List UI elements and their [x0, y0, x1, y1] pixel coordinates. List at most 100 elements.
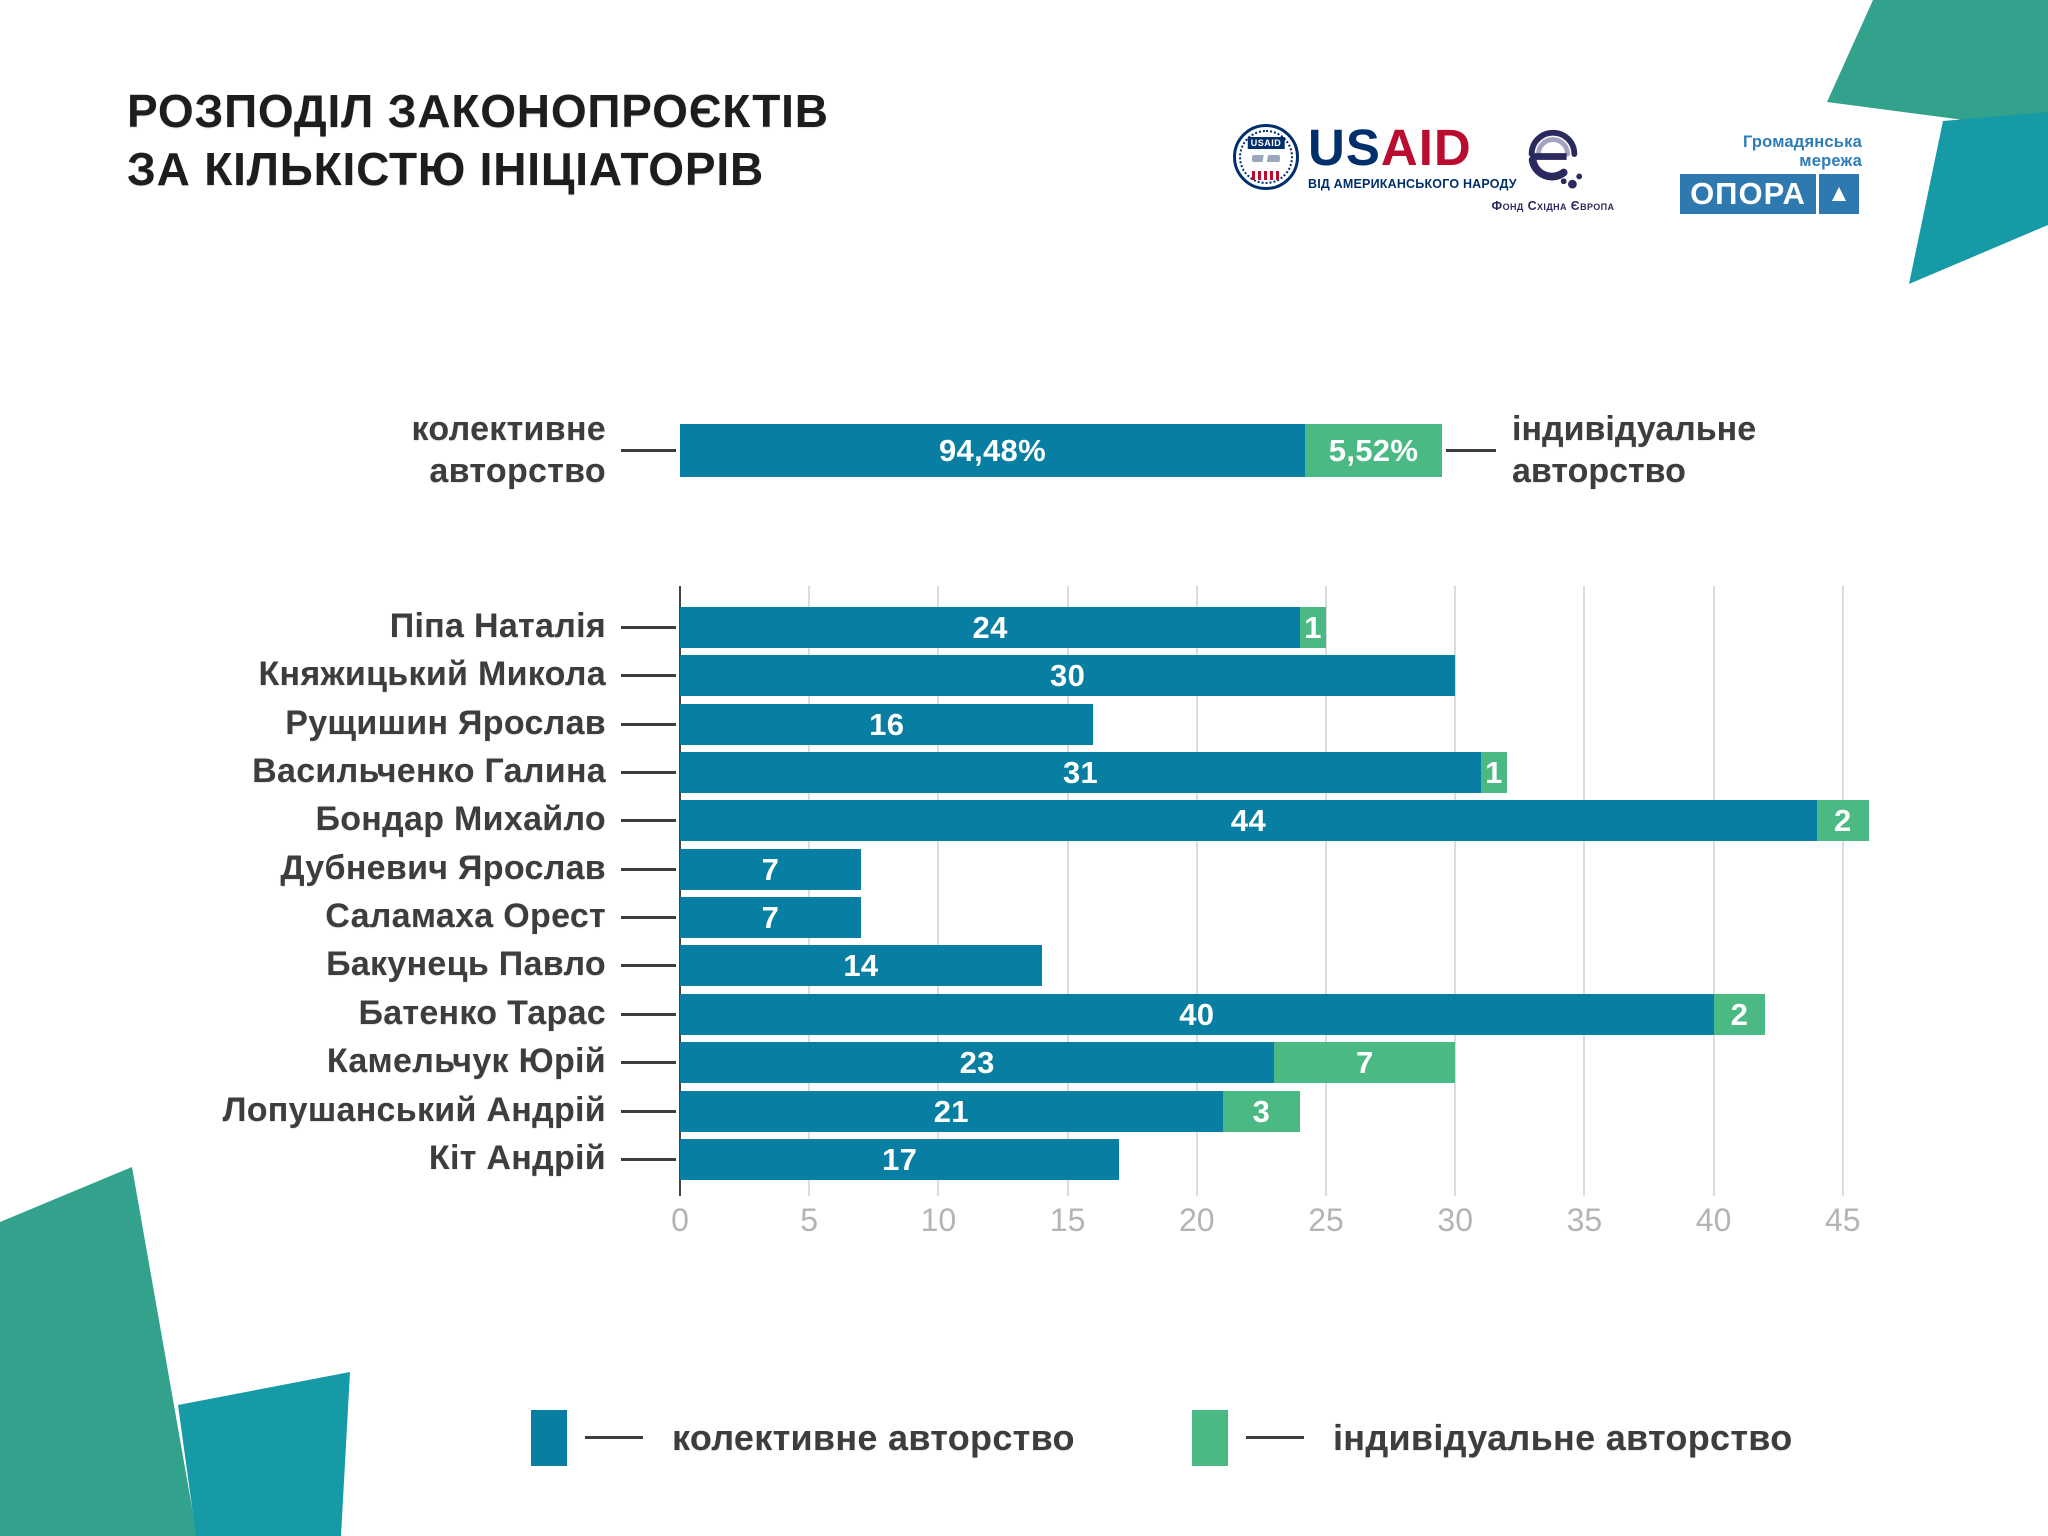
row-connector-line — [621, 626, 676, 629]
collective-bar-segment: 21 — [680, 1091, 1223, 1132]
summary-left-label: колективне авторство — [0, 408, 606, 492]
summary-right-label-line1: індивідуальне — [1512, 410, 1757, 448]
usaid-wordmark-us: US — [1308, 119, 1381, 176]
collective-value-label: 31 — [1062, 754, 1099, 790]
row-name-label: Кіт Андрій — [428, 1139, 606, 1177]
row-name-label: Саламаха Орест — [325, 897, 606, 935]
row-name-label: Лопушанський Андрій — [222, 1091, 606, 1129]
row-name-label: Батенко Тарас — [358, 994, 606, 1032]
usaid-logo: USAID USAID ВІД АМЕРИКАНСЬКОГО НАРОДУ — [1233, 122, 1517, 191]
collective-bar-segment: 23 — [680, 1042, 1275, 1083]
opora-boxes: ОПОРА ▲ — [1680, 174, 1862, 214]
usaid-handshake-icon — [1252, 155, 1280, 162]
collective-value-label: 17 — [882, 1141, 918, 1177]
page-title-line2: ЗА КІЛЬКІСТЮ ІНІЦІАТОРІВ — [127, 143, 764, 195]
collective-bar-segment: 30 — [680, 655, 1456, 696]
collective-value-label: 7 — [761, 851, 780, 887]
row-name-label: Камельчук Юрій — [326, 1042, 606, 1080]
x-axis-tick-label: 15 — [1049, 1202, 1086, 1238]
opora-network-label: Громадянська мережа — [1742, 133, 1862, 170]
collective-value-label: 24 — [972, 609, 1008, 645]
individual-bar-segment: 1 — [1300, 607, 1326, 648]
summary-individual-value: 5,52% — [1328, 432, 1419, 468]
row-name-label: Бакунець Павло — [326, 945, 606, 983]
bar-row: 17 — [680, 1139, 1120, 1180]
opora-name-box: ОПОРА — [1680, 174, 1816, 214]
x-axis-tick-label: 45 — [1825, 1202, 1861, 1238]
legend-collective-label: колективне авторство — [672, 1417, 1075, 1458]
individual-value-label: 2 — [1834, 802, 1852, 838]
collective-bar-segment: 7 — [680, 849, 861, 890]
usaid-wordmark: USAID — [1308, 122, 1517, 173]
bar-row: 44 2 — [680, 800, 1869, 841]
usaid-wordmark-aid: AID — [1380, 119, 1472, 176]
row-name-label: Дубневич Ярослав — [280, 849, 606, 887]
gridline — [1325, 586, 1327, 1196]
row-connector-line — [621, 964, 676, 967]
row-connector-line — [621, 723, 676, 726]
collective-value-label: 14 — [843, 947, 879, 983]
bar-row: 31 1 — [680, 752, 1507, 793]
row-connector-line — [621, 1013, 676, 1016]
row-connector-line — [621, 819, 676, 822]
individual-value-label: 2 — [1730, 996, 1749, 1032]
summary-collective-segment: 94,48% — [680, 424, 1305, 477]
bar-row: 40 2 — [680, 994, 1766, 1035]
individual-value-label: 7 — [1355, 1044, 1374, 1080]
row-name-label: Бондар Михайло — [315, 800, 606, 838]
legend-individual-connector-line — [1246, 1436, 1304, 1439]
collective-value-label: 40 — [1179, 996, 1215, 1032]
individual-bar-segment: 2 — [1713, 994, 1766, 1035]
usaid-tagline: ВІД АМЕРИКАНСЬКОГО НАРОДУ — [1308, 177, 1517, 191]
usaid-wordmark-block: USAID ВІД АМЕРИКАНСЬКОГО НАРОДУ — [1308, 122, 1517, 191]
collective-bar-segment: 14 — [680, 945, 1042, 986]
individual-bar-segment: 7 — [1274, 1042, 1456, 1083]
east-europe-foundation-e-icon — [1528, 129, 1583, 189]
x-axis-tick-label: 5 — [800, 1202, 819, 1238]
legend-individual-swatch — [1192, 1410, 1228, 1466]
x-axis-tick-label: 35 — [1566, 1202, 1603, 1238]
collective-value-label: 16 — [869, 706, 905, 742]
gridline — [1841, 586, 1844, 1196]
individual-value-label: 1 — [1485, 754, 1503, 790]
usaid-stripes-icon — [1252, 171, 1280, 180]
x-axis-tick-label: 20 — [1179, 1202, 1215, 1238]
corner-top-right-green-shape — [1827, 0, 2048, 131]
bar-row: 30 — [680, 655, 1456, 696]
row-connector-line — [621, 674, 676, 677]
corner-bottom-left-green-shape — [0, 1167, 197, 1536]
bar-row: 21 3 — [680, 1091, 1301, 1132]
collective-value-label: 44 — [1230, 802, 1267, 838]
collective-value-label: 7 — [761, 899, 780, 935]
page-title: РОЗПОДІЛ ЗАКОНОПРОЄКТІВ ЗА КІЛЬКІСТЮ ІНІ… — [127, 82, 829, 198]
collective-bar-segment: 7 — [680, 897, 861, 938]
opora-triangle-icon: ▲ — [1819, 174, 1859, 214]
summary-left-label-line1: колективне — [411, 410, 606, 448]
x-axis-tick-label: 30 — [1437, 1202, 1473, 1238]
gridline — [1066, 586, 1069, 1196]
row-name-label: Рущишин Ярослав — [285, 704, 606, 742]
gridline — [937, 586, 940, 1196]
legend-collective-swatch — [531, 1410, 567, 1466]
summary-right-connector-line — [1446, 449, 1496, 452]
gridline — [1195, 586, 1198, 1196]
summary-stacked-bar: 94,48% 5,52% — [680, 424, 1442, 477]
gridline — [808, 586, 811, 1196]
summary-individual-segment: 5,52% — [1305, 424, 1442, 477]
x-axis-tick-label: 40 — [1695, 1202, 1732, 1238]
gridline — [679, 586, 681, 1196]
collective-bar-segment: 24 — [680, 607, 1301, 648]
usaid-seal-label: USAID — [1247, 137, 1285, 149]
summary-left-connector-line — [621, 449, 676, 452]
bar-row: 24 1 — [680, 607, 1326, 648]
individual-bar-segment: 2 — [1816, 800, 1869, 841]
collective-value-label: 21 — [933, 1093, 969, 1129]
row-name-label: Васильченко Галина — [252, 752, 606, 790]
collective-bar-segment: 44 — [680, 800, 1817, 841]
individual-value-label: 3 — [1252, 1093, 1271, 1129]
bar-row: 7 — [680, 849, 861, 890]
x-axis-tick-label: 10 — [920, 1202, 957, 1238]
east-europe-foundation-logo: Фонд Східна Європа — [1489, 124, 1617, 213]
summary-right-label: індивідуальне авторство — [1512, 408, 1756, 492]
